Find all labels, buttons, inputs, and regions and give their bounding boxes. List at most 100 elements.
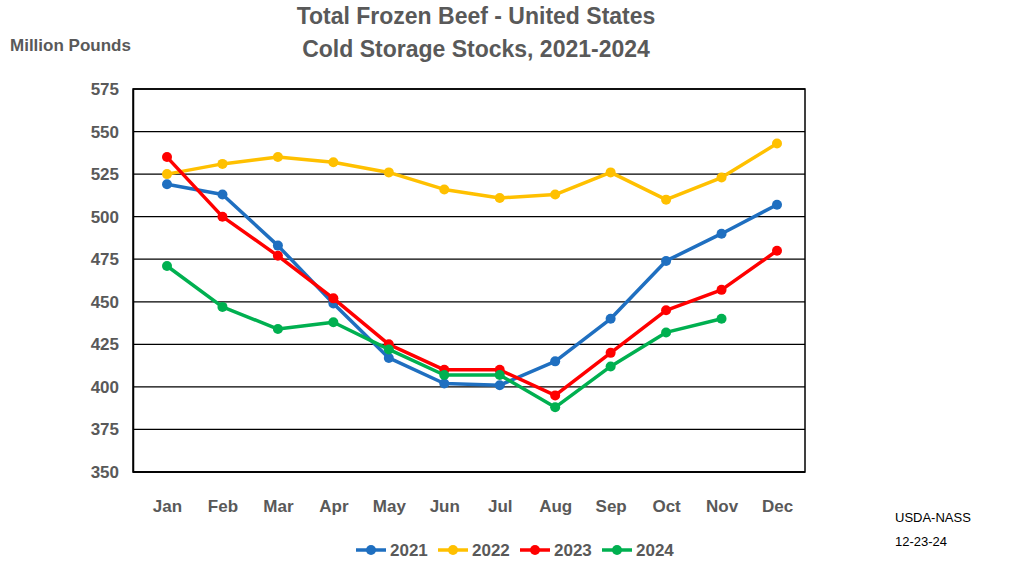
series-marker: [162, 152, 172, 162]
y-tick-label: 425: [91, 335, 119, 354]
source-note: 12-23-24: [895, 534, 947, 549]
series-line: [167, 143, 777, 199]
series-marker: [661, 305, 671, 315]
series-marker: [328, 293, 338, 303]
x-tick: Jan: [153, 472, 182, 516]
x-tick: Jun: [430, 472, 460, 516]
grid-line: [133, 344, 805, 345]
series-marker: [217, 302, 227, 312]
legend-label: 2024: [636, 541, 674, 560]
legend-item: 2023: [520, 541, 592, 560]
grid-line: [133, 259, 805, 260]
y-tick: 400: [91, 378, 133, 397]
series-marker: [661, 256, 671, 266]
x-axis: Jan Feb Mar Apr May Jun Jul Aug Sep Oct Nov Dec: [133, 472, 805, 516]
legend-label: 2021: [390, 541, 428, 560]
legend-marker: [612, 545, 622, 555]
x-tick-label: Mar: [263, 497, 294, 516]
series-marker: [439, 370, 449, 380]
chart: 350 375 400 425 450 475 500 525 550 575 Jan Feb Mar A…: [0, 0, 1024, 581]
x-tick-label: Nov: [706, 497, 739, 516]
legend-label: 2023: [554, 541, 592, 560]
series-line: [167, 184, 777, 385]
series-marker: [439, 184, 449, 194]
grid: [133, 89, 805, 472]
source-note: USDA-NASS: [895, 510, 971, 525]
x-tick-label: Sep: [596, 497, 627, 516]
y-axis-line: [133, 90, 135, 473]
series-marker: [384, 344, 394, 354]
legend: 2021 2022 2023 2024: [356, 541, 674, 560]
series-marker: [606, 314, 616, 324]
x-tick-label: Oct: [652, 497, 681, 516]
legend-item: 2021: [356, 541, 428, 560]
x-tick-label: Jun: [430, 497, 460, 516]
x-tick-label: Dec: [762, 497, 793, 516]
series-marker: [606, 361, 616, 371]
series-marker: [772, 246, 782, 256]
y-tick-label: 525: [91, 165, 119, 184]
y-tick: 525: [91, 165, 133, 184]
x-axis-line: [133, 471, 805, 473]
series-marker: [384, 353, 394, 363]
series-marker: [550, 190, 560, 200]
series-marker: [217, 159, 227, 169]
grid-line: [133, 429, 805, 430]
legend-label: 2022: [472, 541, 510, 560]
series-marker: [772, 138, 782, 148]
x-tick-label: Jan: [153, 497, 182, 516]
y-axis: 350 375 400 425 450 475 500 525 550 575: [91, 80, 134, 482]
y-tick-label: 500: [91, 208, 119, 227]
x-tick: Mar: [263, 472, 294, 516]
x-tick: Aug: [539, 472, 572, 516]
series-marker: [162, 169, 172, 179]
legend-item: 2024: [602, 541, 674, 560]
series-marker: [495, 370, 505, 380]
x-tick-label: Aug: [539, 497, 572, 516]
grid-line: [133, 131, 805, 132]
y-tick: 450: [91, 293, 133, 312]
x-tick: Oct: [652, 472, 681, 516]
series-marker: [162, 261, 172, 271]
legend-marker: [366, 545, 376, 555]
series-marker: [273, 251, 283, 261]
background: [0, 0, 1024, 581]
series-marker: [717, 173, 727, 183]
series-marker: [550, 356, 560, 366]
y-tick: 575: [91, 80, 133, 99]
series-marker: [328, 317, 338, 327]
x-tick: Dec: [762, 472, 793, 516]
series-marker: [217, 190, 227, 200]
y-tick: 500: [91, 208, 133, 227]
series-line: [167, 157, 777, 395]
series-marker: [717, 314, 727, 324]
grid-line: [133, 173, 805, 174]
x-tick-label: Jul: [488, 497, 513, 516]
y-tick-label: 475: [91, 250, 119, 269]
legend-item: 2022: [438, 541, 510, 560]
y-tick-label: 550: [91, 122, 119, 141]
series-marker: [550, 390, 560, 400]
series-marker: [273, 152, 283, 162]
series-marker: [384, 167, 394, 177]
y-tick-label: 350: [91, 463, 119, 482]
series-marker: [162, 179, 172, 189]
title: Total Frozen Beef - United States: [297, 3, 656, 29]
x-tick: Apr: [319, 472, 349, 516]
y-tick: 425: [91, 335, 133, 354]
y-tick: 550: [91, 122, 133, 141]
x-tick-label: Feb: [208, 497, 238, 516]
series-marker: [217, 212, 227, 222]
x-tick-label: May: [373, 497, 407, 516]
x-tick: May: [373, 472, 407, 516]
series-marker: [717, 229, 727, 239]
series-marker: [495, 380, 505, 390]
y-tick-label: 375: [91, 420, 119, 439]
grid-line: [133, 216, 805, 217]
x-tick-label: Apr: [319, 497, 349, 516]
x-tick: Nov: [706, 472, 739, 516]
series-line: [167, 266, 722, 407]
series-marker: [661, 327, 671, 337]
series-marker: [495, 193, 505, 203]
x-tick: Jul: [488, 472, 513, 516]
